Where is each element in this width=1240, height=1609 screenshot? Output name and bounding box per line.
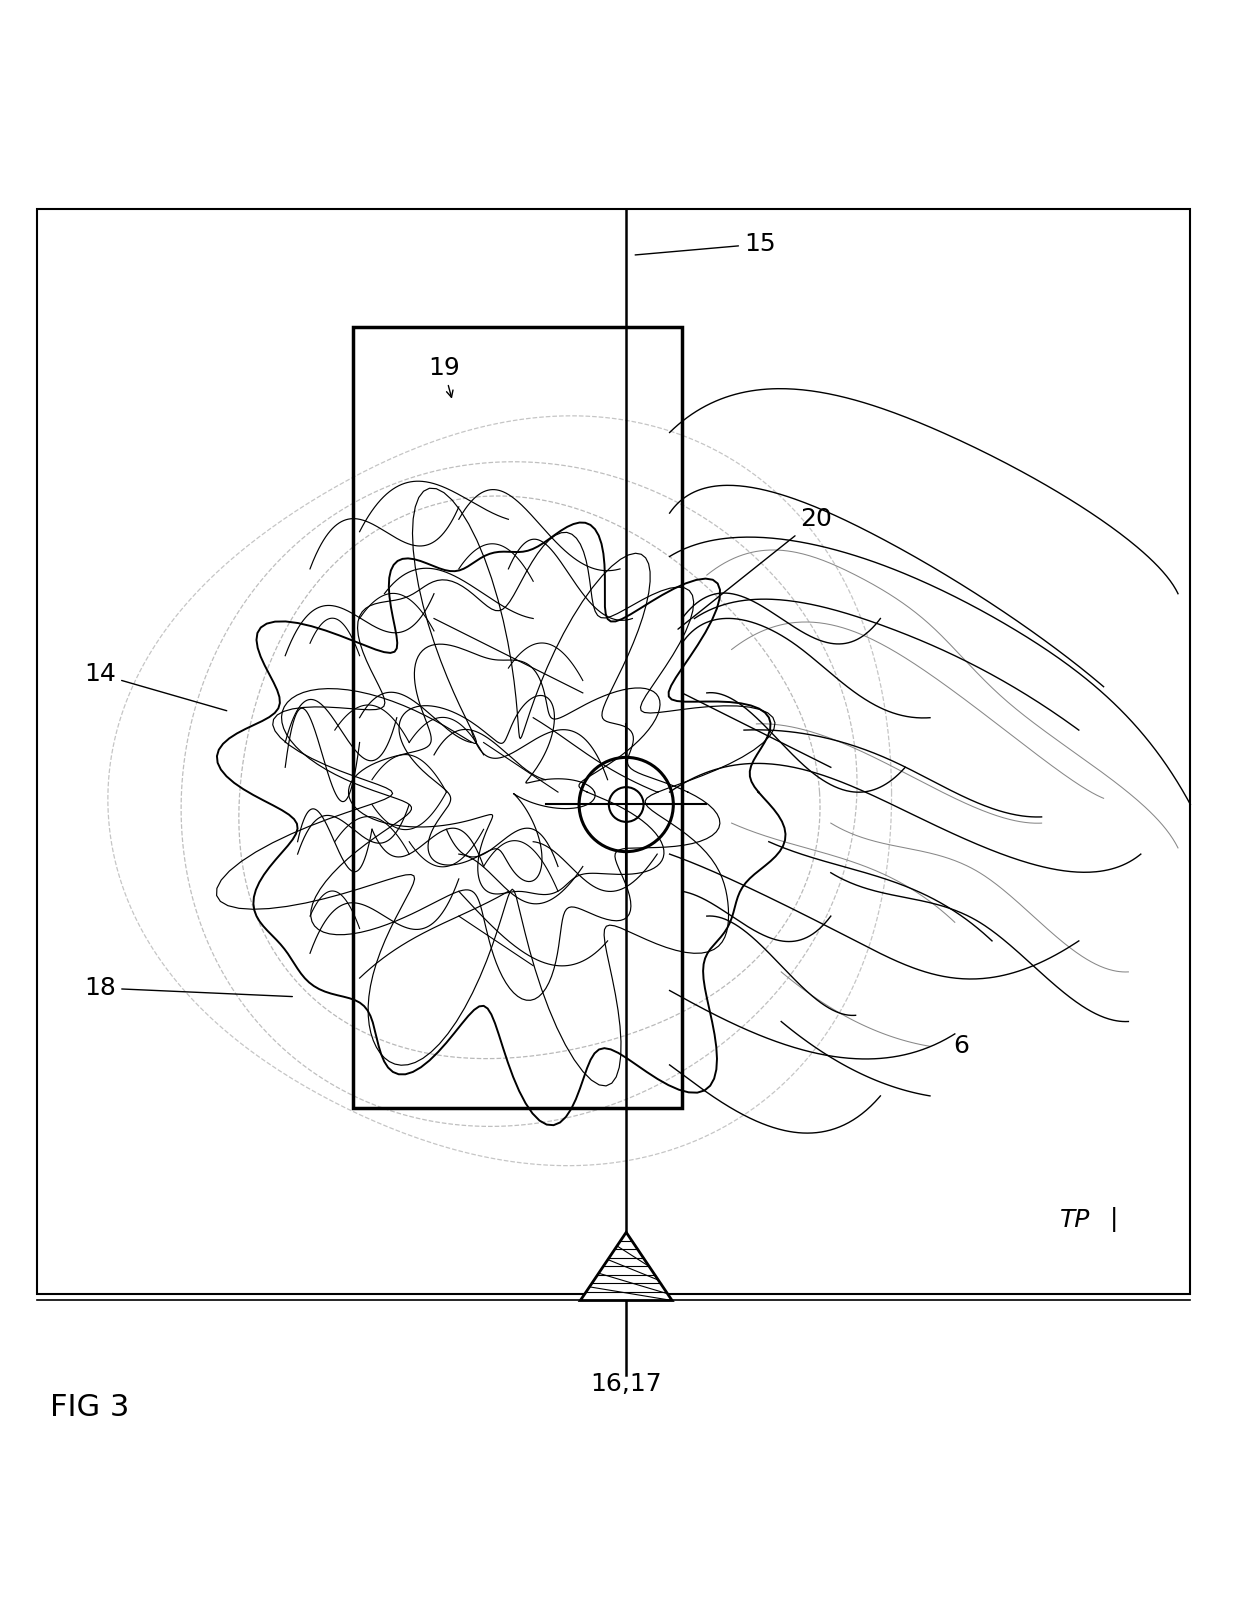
Text: 14: 14 bbox=[84, 663, 227, 711]
Bar bbox=[353, 327, 682, 1109]
Text: 20: 20 bbox=[678, 507, 832, 629]
Text: 15: 15 bbox=[635, 232, 776, 256]
Text: 18: 18 bbox=[84, 977, 293, 1001]
Polygon shape bbox=[580, 1232, 672, 1300]
Bar bbox=[37, 209, 1190, 1294]
Text: FIG 3: FIG 3 bbox=[50, 1393, 129, 1422]
Text: 6: 6 bbox=[954, 1035, 968, 1059]
Text: 16,17: 16,17 bbox=[590, 1372, 662, 1397]
Text: |: | bbox=[1110, 1207, 1118, 1232]
Text: 19: 19 bbox=[428, 356, 460, 397]
Text: TP: TP bbox=[1060, 1208, 1090, 1232]
